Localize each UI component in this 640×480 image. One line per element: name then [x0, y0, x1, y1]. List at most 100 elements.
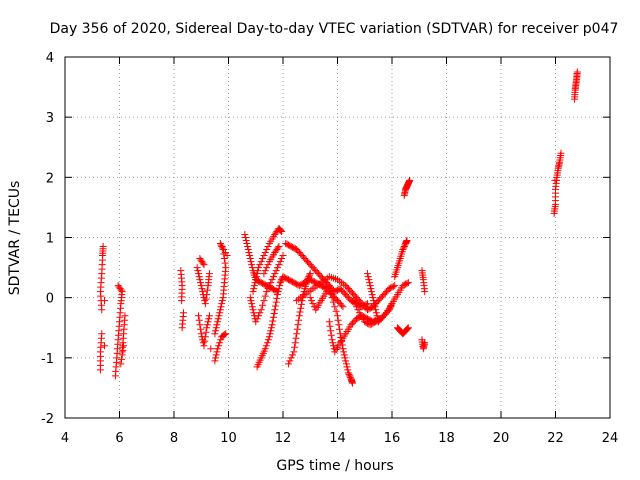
- data-point: [264, 285, 272, 293]
- data-point: [253, 315, 261, 323]
- data-point: [334, 312, 341, 320]
- data-point: [242, 234, 250, 241]
- data-point: [403, 279, 411, 287]
- data-point: [403, 325, 411, 333]
- data-point: [404, 324, 412, 332]
- data-point: [284, 360, 292, 368]
- data-point: [263, 246, 271, 254]
- data-point: [294, 321, 302, 329]
- data-point: [221, 259, 229, 267]
- x-tick-label: 18: [438, 431, 455, 446]
- data-point: [250, 282, 258, 290]
- data-point: [292, 334, 300, 342]
- data-point: [216, 339, 224, 347]
- data-point: [388, 300, 396, 308]
- data-point: [267, 279, 275, 287]
- data-point: [369, 294, 377, 302]
- data-point: [241, 230, 249, 238]
- data-point: [261, 249, 269, 257]
- data-point: [249, 288, 257, 296]
- data-point: [221, 249, 229, 257]
- data-point: [199, 259, 207, 267]
- data-point: [272, 267, 280, 275]
- data-point: [323, 279, 331, 287]
- y-tick-label: -1: [41, 352, 54, 367]
- data-points: [96, 68, 581, 387]
- data-point: [348, 379, 356, 387]
- data-point: [260, 297, 268, 305]
- data-point: [205, 315, 213, 323]
- data-point: [259, 301, 267, 309]
- data-point: [252, 318, 260, 326]
- data-point: [205, 312, 213, 320]
- data-point: [212, 324, 220, 332]
- data-point: [120, 342, 128, 350]
- data-point: [276, 226, 284, 234]
- data-point: [250, 285, 258, 293]
- data-point: [252, 273, 260, 281]
- data-point: [222, 264, 230, 272]
- data-point: [263, 288, 271, 296]
- data-point: [250, 309, 258, 317]
- data-point: [304, 274, 312, 282]
- data-point: [197, 325, 205, 333]
- data-point: [364, 273, 372, 281]
- data-point: [119, 346, 127, 354]
- data-point: [260, 270, 268, 278]
- data-point: [276, 282, 284, 290]
- series-arc: [323, 279, 356, 387]
- data-point: [118, 351, 126, 359]
- data-point: [218, 297, 226, 305]
- data-point: [218, 300, 226, 308]
- data-point: [216, 306, 224, 314]
- x-tick-label: 12: [275, 431, 292, 446]
- data-point: [217, 241, 225, 249]
- data-point: [251, 279, 259, 287]
- data-point: [216, 240, 224, 248]
- series-arc: [193, 255, 215, 353]
- data-point: [220, 246, 228, 254]
- data-point: [344, 366, 352, 374]
- data-point: [306, 294, 314, 302]
- data-point: [341, 354, 349, 362]
- data-point: [261, 292, 269, 300]
- series-arc: [363, 270, 396, 326]
- data-point: [247, 258, 255, 266]
- data-point: [267, 324, 275, 332]
- data-point: [274, 291, 282, 299]
- data-point: [421, 339, 429, 347]
- data-point: [248, 264, 256, 272]
- data-point: [297, 300, 305, 308]
- data-point: [342, 357, 350, 365]
- data-point: [345, 370, 353, 378]
- data-point: [214, 315, 222, 323]
- data-point: [223, 252, 231, 260]
- data-point: [332, 307, 340, 315]
- data-point: [278, 255, 286, 263]
- series-arc: [400, 176, 414, 199]
- data-point: [368, 291, 376, 299]
- x-tick-label: 24: [602, 431, 619, 446]
- x-tick-label: 20: [493, 431, 510, 446]
- data-point: [338, 337, 346, 345]
- data-point: [291, 343, 299, 351]
- data-point: [267, 327, 275, 335]
- data-point: [350, 297, 358, 305]
- data-point: [204, 318, 212, 326]
- data-point: [289, 351, 297, 359]
- data-point: [421, 288, 429, 296]
- data-point: [306, 271, 314, 279]
- data-point: [354, 306, 362, 314]
- data-point: [274, 264, 282, 272]
- x-tick-label: 16: [384, 431, 401, 446]
- y-tick-label: -2: [41, 412, 54, 427]
- data-point: [268, 321, 276, 329]
- data-point: [268, 276, 276, 284]
- series-arc: [550, 149, 565, 217]
- data-point: [257, 258, 265, 266]
- data-point: [404, 279, 412, 287]
- data-point: [373, 312, 381, 320]
- data-point: [325, 286, 333, 294]
- data-point: [244, 243, 252, 251]
- data-point: [272, 302, 280, 310]
